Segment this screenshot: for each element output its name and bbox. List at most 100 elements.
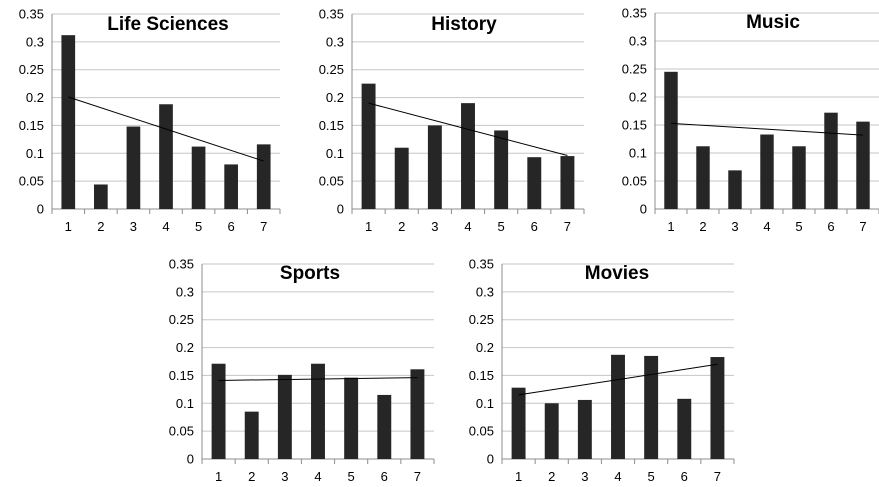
y-tick-label: 0.2 <box>326 90 344 105</box>
y-tick-label: 0.1 <box>26 146 44 161</box>
bar <box>544 403 559 459</box>
x-tick-label: 1 <box>65 219 72 234</box>
bar <box>527 157 542 209</box>
y-tick-label: 0.35 <box>469 257 494 272</box>
y-tick-label: 0.05 <box>169 424 194 439</box>
x-tick-label: 7 <box>260 219 267 234</box>
x-tick-label: 3 <box>431 219 438 234</box>
bar <box>824 112 838 209</box>
bar <box>710 357 725 459</box>
y-tick-label: 0.15 <box>19 118 44 133</box>
y-tick-label: 0.05 <box>622 174 647 189</box>
y-tick-label: 0.35 <box>169 257 194 272</box>
y-tick-label: 0.05 <box>19 174 44 189</box>
y-tick-label: 0.25 <box>469 312 494 327</box>
bar <box>792 146 806 209</box>
x-tick-label: 2 <box>97 219 104 234</box>
bar <box>760 134 774 209</box>
bar <box>856 121 870 209</box>
chart-panel-3: 0 0.05 0.1 0.15 0.2 0.25 0.3 0.35 1 2 3 4 5 6 7 Music <box>622 6 879 234</box>
y-tick-label: 0.25 <box>169 312 194 327</box>
bar <box>244 411 259 459</box>
x-tick-label: 3 <box>581 469 588 484</box>
bar <box>644 355 659 459</box>
y-tick-label: 0.15 <box>319 118 344 133</box>
bar <box>511 387 526 459</box>
bar <box>126 126 141 209</box>
x-tick-label: 4 <box>763 219 770 234</box>
chart-title: History <box>431 14 497 35</box>
bar <box>361 83 376 209</box>
bar <box>560 156 575 209</box>
y-tick-label: 0.3 <box>176 284 194 299</box>
bar <box>427 125 442 209</box>
y-tick-label: 0 <box>187 452 194 467</box>
trendline <box>68 96 264 162</box>
trendline <box>518 363 718 396</box>
bar <box>311 363 325 459</box>
x-tick-label: 4 <box>464 219 471 234</box>
y-tick-label: 0 <box>640 202 647 217</box>
x-tick-label: 3 <box>281 469 288 484</box>
x-tick-label: 4 <box>614 469 621 484</box>
bar <box>394 147 409 209</box>
x-tick-label: 5 <box>795 219 802 234</box>
y-tick-label: 0.35 <box>319 7 344 22</box>
bar <box>696 146 710 209</box>
y-tick-label: 0.05 <box>469 424 494 439</box>
x-tick-label: 7 <box>714 469 721 484</box>
bar <box>677 398 692 459</box>
y-tick-label: 0.2 <box>176 340 194 355</box>
x-tick-label: 7 <box>564 219 571 234</box>
bar <box>191 146 206 209</box>
x-tick-label: 4 <box>162 219 169 234</box>
x-tick-label: 7 <box>414 469 421 484</box>
y-tick-label: 0.3 <box>629 34 647 49</box>
y-tick-label: 0.1 <box>476 396 494 411</box>
bar <box>611 354 625 459</box>
y-tick-label: 0.05 <box>319 174 344 189</box>
bar <box>728 170 742 209</box>
x-tick-label: 5 <box>498 219 505 234</box>
x-tick-label: 2 <box>248 469 255 484</box>
y-tick-label: 0.35 <box>19 7 44 22</box>
y-tick-label: 0.3 <box>26 34 44 49</box>
bar <box>94 184 108 209</box>
chart-panel-1: 0 0.05 0.1 0.15 0.2 0.25 0.3 0.35 1 2 3 4 5 6 7 Life Sc… <box>19 7 281 234</box>
bar <box>377 394 392 459</box>
y-tick-label: 0.25 <box>19 62 44 77</box>
x-tick-label: 4 <box>314 469 321 484</box>
x-tick-label: 5 <box>648 469 655 484</box>
x-tick-label: 5 <box>195 219 202 234</box>
x-tick-label: 2 <box>398 219 405 234</box>
trendline <box>368 102 568 156</box>
chart-title: Music <box>746 12 800 33</box>
x-tick-label: 3 <box>130 219 137 234</box>
y-tick-label: 0.1 <box>629 146 647 161</box>
y-tick-label: 0.2 <box>26 90 44 105</box>
bar <box>461 103 475 209</box>
y-tick-label: 0.25 <box>319 62 344 77</box>
y-tick-label: 0.3 <box>326 34 344 49</box>
x-tick-label: 6 <box>228 219 235 234</box>
bar <box>224 164 238 209</box>
x-tick-label: 5 <box>348 469 355 484</box>
x-tick-label: 1 <box>365 219 372 234</box>
x-tick-label: 1 <box>667 219 674 234</box>
trendline <box>218 377 418 381</box>
y-tick-label: 0.25 <box>622 62 647 77</box>
chart-panel-5: 0 0.05 0.1 0.15 0.2 0.25 0.3 0.35 1 2 3 4 5 6 7 Movies <box>469 257 735 484</box>
x-tick-label: 6 <box>381 469 388 484</box>
bar <box>277 374 292 459</box>
y-tick-label: 0.15 <box>469 368 494 383</box>
chart-title: Life Sciences <box>107 14 228 35</box>
y-tick-label: 0.15 <box>169 368 194 383</box>
bar <box>211 363 226 459</box>
x-tick-label: 6 <box>827 219 834 234</box>
y-tick-label: 0.3 <box>476 284 494 299</box>
x-tick-label: 6 <box>531 219 538 234</box>
y-tick-label: 0.35 <box>622 6 647 21</box>
chart-title: Sports <box>280 263 340 284</box>
bar <box>61 35 76 209</box>
